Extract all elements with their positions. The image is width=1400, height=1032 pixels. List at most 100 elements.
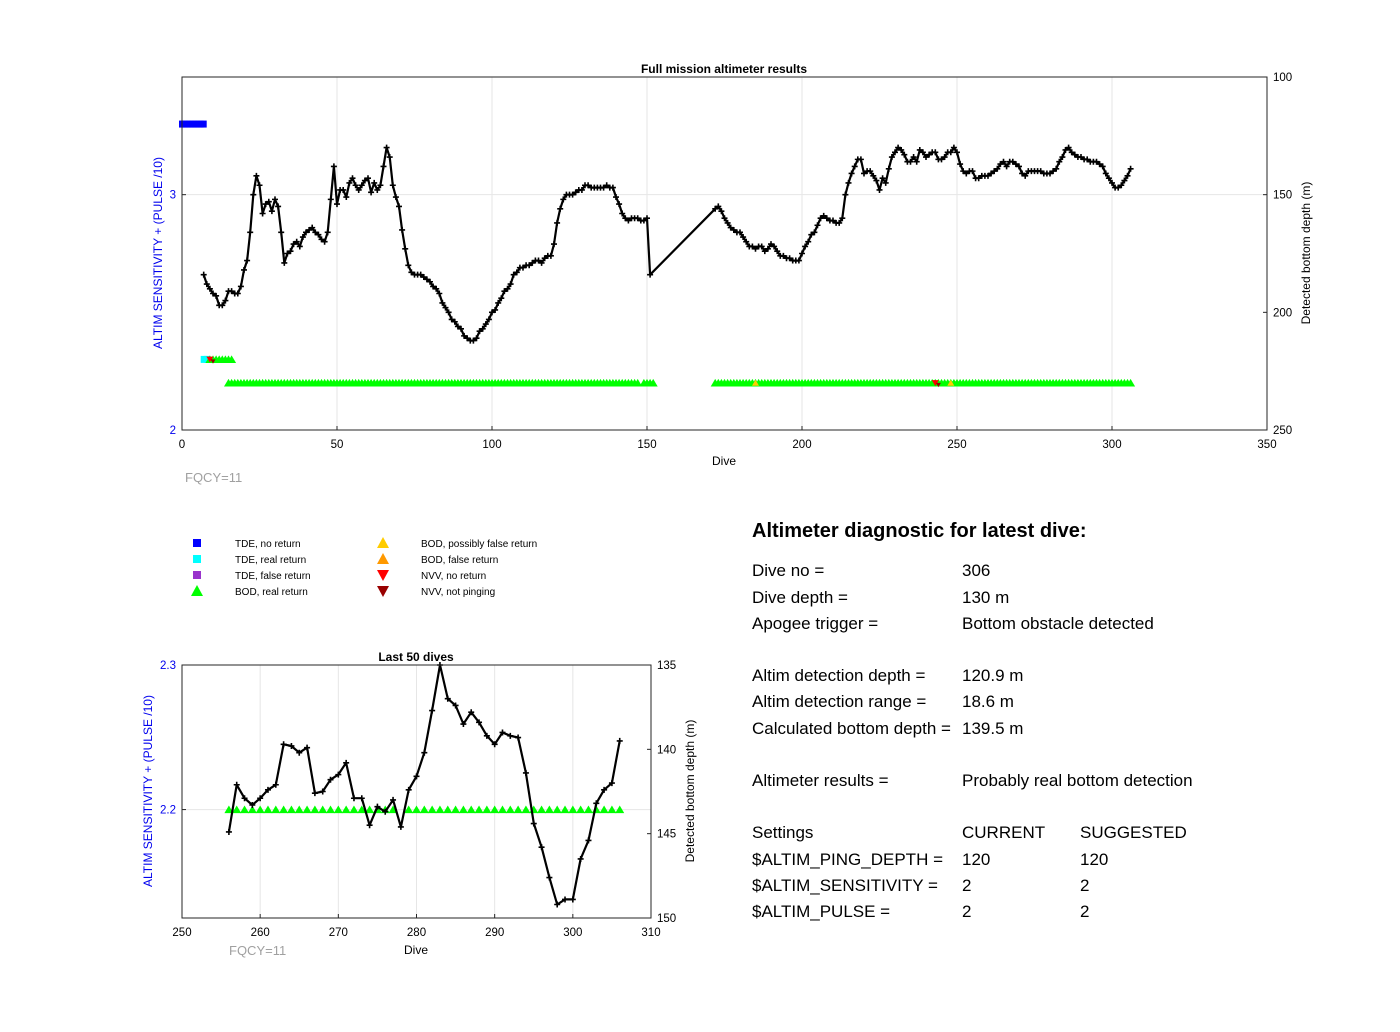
bottom-bod-real-return-marker (271, 805, 281, 814)
top-depth-point-marker (458, 325, 464, 332)
top-depth-point-marker (1019, 170, 1026, 177)
top-depth-point-marker (464, 335, 471, 342)
top-depth-point-marker (396, 203, 402, 210)
bottom-bod-real-return-marker (435, 805, 445, 814)
top-depth-point-marker (365, 175, 371, 182)
top-tde-no-return-marker (188, 120, 195, 128)
bottom-bod-real-return-marker (521, 805, 531, 814)
top-depth-point-marker (882, 179, 889, 186)
top-depth-point-marker (975, 175, 982, 182)
bottom-depth-point-marker (569, 896, 576, 903)
top-y-left-tick-label: 2 (170, 425, 176, 437)
bottom-y-right-label: Detected bottom depth (m) (683, 720, 697, 863)
diag-label: Calculated bottom depth = (752, 718, 951, 738)
top-depth-point-marker (361, 177, 368, 184)
top-x-tick-label: 0 (179, 439, 185, 451)
diag-label: Dive depth = (752, 587, 848, 607)
bottom-x-tick-label: 260 (251, 927, 270, 939)
top-y-right-tick-label: 250 (1273, 425, 1292, 437)
top-depth-point-marker (473, 335, 480, 342)
top-depth-point-marker (910, 154, 917, 161)
top-depth-point-marker (309, 224, 316, 231)
bottom-bod-real-return-marker (490, 805, 500, 814)
bottom-bod-real-return-marker (599, 805, 609, 814)
top-depth-point-marker (932, 149, 939, 156)
top-depth-point-marker (541, 255, 548, 262)
diag-value: Probably real bottom detection (962, 771, 1193, 791)
top-depth-point-marker (647, 271, 654, 278)
top-depth-point-marker (780, 252, 787, 259)
top-depth-point-marker (535, 257, 542, 264)
top-depth-point-marker (876, 186, 883, 193)
top-depth-point-marker (268, 208, 275, 215)
setting-current: 2 (962, 875, 972, 895)
bottom-bod-real-return-marker (482, 805, 492, 814)
diag-row-detect-depth: Altim detection depth = 120.9 m (752, 663, 1193, 689)
top-depth-point-marker (1068, 149, 1075, 156)
bottom-x-tick-label: 290 (485, 927, 504, 939)
top-depth-point-marker (520, 264, 526, 271)
bottom-chart-title: Last 50 dives (378, 650, 454, 664)
top-depth-point-marker (303, 229, 309, 236)
bottom-depth-point-marker (499, 729, 506, 736)
top-depth-point-marker (851, 163, 858, 170)
top-markers (179, 120, 1136, 388)
top-depth-point-marker (957, 161, 964, 168)
top-x-tick-label: 250 (947, 439, 966, 451)
top-chart: 0 50 100 150 200 250 300 350 2 3 100 150 200 250 Full… (151, 62, 1313, 485)
bottom-y-left-tick-label: 2.2 (160, 805, 176, 817)
top-y-right-label: Detected bottom depth (m) (1299, 182, 1313, 325)
top-depth-point-marker (938, 156, 945, 163)
bottom-depth-point-marker (562, 896, 569, 903)
settings-row: $ALTIM_PING_DEPTH = 120 120 (752, 847, 1193, 873)
settings-row: $ALTIM_PULSE = 2 2 (752, 899, 1193, 925)
bottom-bod-real-return-marker (615, 805, 625, 814)
bottom-bod-real-return-marker (404, 805, 414, 814)
top-depth-point-marker (299, 234, 306, 241)
top-depth-point-marker (237, 283, 244, 290)
top-depth-point-marker (1062, 146, 1069, 153)
setting-current: 120 (962, 849, 991, 869)
legend-item-label: NVV, no return (421, 571, 486, 582)
diag-row-bottom-depth: Calculated bottom depth = 139.5 m (752, 716, 1193, 742)
bottom-depth-point-marker (358, 795, 365, 802)
top-depth-point-marker (969, 168, 976, 175)
top-depth-point-marker (715, 203, 722, 210)
top-depth-point-marker (1056, 158, 1063, 165)
bottom-depth-point-marker (304, 744, 311, 751)
legend-item-label: BOD, real return (235, 587, 308, 598)
top-depth-point-marker (244, 257, 251, 264)
bottom-depth-point-marker (311, 790, 318, 797)
bottom-x-tick-label: 280 (407, 927, 426, 939)
top-depth-point-marker (839, 215, 846, 222)
diag-label: Dive no = (752, 561, 825, 581)
bottom-depth-point-marker (491, 741, 498, 748)
top-nvv-no-return-marker (931, 380, 939, 387)
top-depth-point-marker (768, 241, 774, 248)
top-depth-point-marker (873, 177, 880, 184)
top-depth-point-marker (293, 238, 300, 245)
bottom-depth-point-marker (288, 742, 295, 749)
top-depth-point-marker (1071, 151, 1078, 158)
top-depth-point-marker (811, 229, 818, 236)
top-depth-point-marker (1012, 161, 1019, 168)
top-depth-point-marker (578, 186, 585, 193)
top-x-tick-label: 350 (1257, 439, 1276, 451)
top-depth-point-marker (913, 158, 920, 165)
top-depth-point-marker (405, 262, 412, 269)
top-depth-point-marker (1009, 158, 1016, 165)
diag-value: 130 m (962, 587, 1010, 607)
legend-item-label: TDE, no return (235, 539, 301, 550)
top-depth-point-marker (1050, 168, 1057, 175)
top-depth-point-marker (262, 201, 269, 208)
top-depth-point-marker (1096, 161, 1103, 168)
top-depth-point-marker (485, 316, 492, 323)
bottom-depth-point-marker (335, 771, 342, 778)
top-depth-point-marker (501, 288, 508, 295)
top-depth-point-marker (250, 191, 257, 198)
bottom-depth-point-marker (429, 707, 436, 714)
top-depth-point-marker (799, 250, 805, 257)
bottom-bod-real-return-marker (326, 805, 336, 814)
top-depth-point-marker (430, 283, 437, 290)
top-bod-real-return-marker (633, 378, 643, 387)
